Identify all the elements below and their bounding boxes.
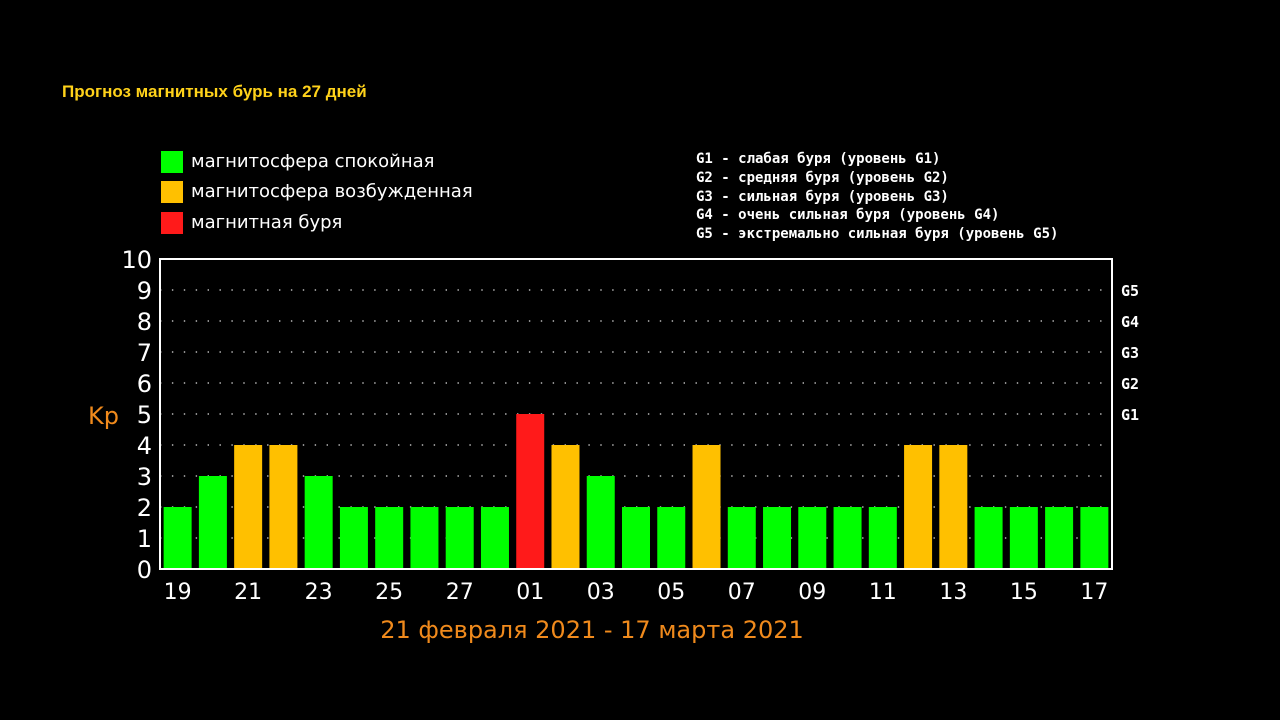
x-tick-label: 23	[305, 580, 333, 605]
x-axis-label: 21 февраля 2021 - 17 марта 2021	[380, 616, 804, 644]
bar-20	[198, 476, 227, 569]
bar-01	[516, 414, 545, 569]
y-tick-label: 0	[137, 556, 152, 584]
bar-03	[586, 476, 615, 569]
bar-04	[622, 507, 650, 569]
x-tick-label: 25	[375, 580, 403, 605]
x-tick-label: 17	[1080, 580, 1108, 605]
bar-24	[339, 507, 368, 569]
bar-12	[904, 445, 933, 569]
bar-05	[657, 507, 686, 569]
plot-frame	[159, 258, 1113, 570]
bar-27	[445, 507, 474, 569]
right-axis-label-g5: G5	[1121, 282, 1139, 300]
right-axis-label-g4: G4	[1121, 313, 1139, 331]
x-tick-label: 01	[516, 580, 544, 605]
level-legend-g4: G4 - очень сильная буря (уровень G4)	[696, 207, 1000, 223]
bar-23	[304, 476, 333, 569]
x-tick-label: 11	[869, 580, 897, 605]
x-tick-label: 09	[798, 580, 826, 605]
legend-label-quiet: магнитосфера спокойная	[191, 151, 435, 172]
bar-08	[763, 507, 792, 569]
bar-10	[833, 507, 862, 569]
bar-16	[1045, 507, 1074, 569]
bar-11	[868, 507, 897, 569]
bar-06	[692, 445, 721, 569]
bar-25	[375, 507, 404, 569]
chart-title: Прогноз магнитных бурь на 27 дней	[62, 82, 367, 101]
bar-22	[269, 445, 298, 569]
y-tick-label: 3	[137, 463, 152, 491]
bar-17	[1080, 507, 1109, 569]
level-legend-g1: G1 - слабая буря (уровень G1)	[696, 151, 941, 167]
y-tick-label: 1	[137, 525, 152, 553]
y-axis-label: Kp	[88, 402, 119, 430]
bar-14	[974, 507, 1003, 569]
legend-swatch-active	[161, 181, 183, 203]
legend-label-storm: магнитная буря	[191, 212, 343, 233]
bar-02	[551, 445, 580, 569]
bar-07	[727, 507, 756, 569]
level-legend-g2: G2 - средняя буря (уровень G2)	[696, 170, 949, 186]
bar-13	[939, 445, 968, 569]
y-tick-label: 8	[137, 308, 152, 336]
bar-19	[163, 507, 192, 569]
bar-15	[1009, 507, 1038, 569]
y-tick-label: 4	[137, 432, 152, 460]
right-axis-label-g2: G2	[1121, 375, 1139, 393]
x-tick-label: 21	[234, 580, 262, 605]
legend-label-active: магнитосфера возбужденная	[191, 181, 473, 202]
x-tick-label: 15	[1010, 580, 1038, 605]
level-legend-g3: G3 - сильная буря (уровень G3)	[696, 189, 949, 205]
y-tick-label: 6	[137, 370, 152, 398]
x-tick-label: 13	[939, 580, 967, 605]
x-tick-label: 07	[728, 580, 756, 605]
bar-09	[798, 507, 827, 569]
legend-swatch-storm	[161, 212, 183, 234]
level-legend-g5: G5 - экстремально сильная буря (уровень …	[696, 226, 1059, 242]
x-tick-label: 27	[446, 580, 474, 605]
x-tick-label: 03	[587, 580, 615, 605]
bar-28	[480, 507, 509, 569]
legend-swatch-quiet	[161, 151, 183, 173]
bar-21	[234, 445, 263, 569]
y-tick-label: 9	[137, 277, 152, 305]
y-tick-label: 2	[137, 494, 152, 522]
y-tick-label: 7	[137, 339, 152, 367]
x-tick-label: 05	[657, 580, 685, 605]
y-tick-label: 10	[121, 246, 152, 274]
right-axis-label-g1: G1	[1121, 406, 1139, 424]
bar-26	[410, 507, 439, 569]
y-tick-label: 5	[137, 401, 152, 429]
right-axis-label-g3: G3	[1121, 344, 1139, 362]
x-tick-label: 19	[164, 580, 192, 605]
